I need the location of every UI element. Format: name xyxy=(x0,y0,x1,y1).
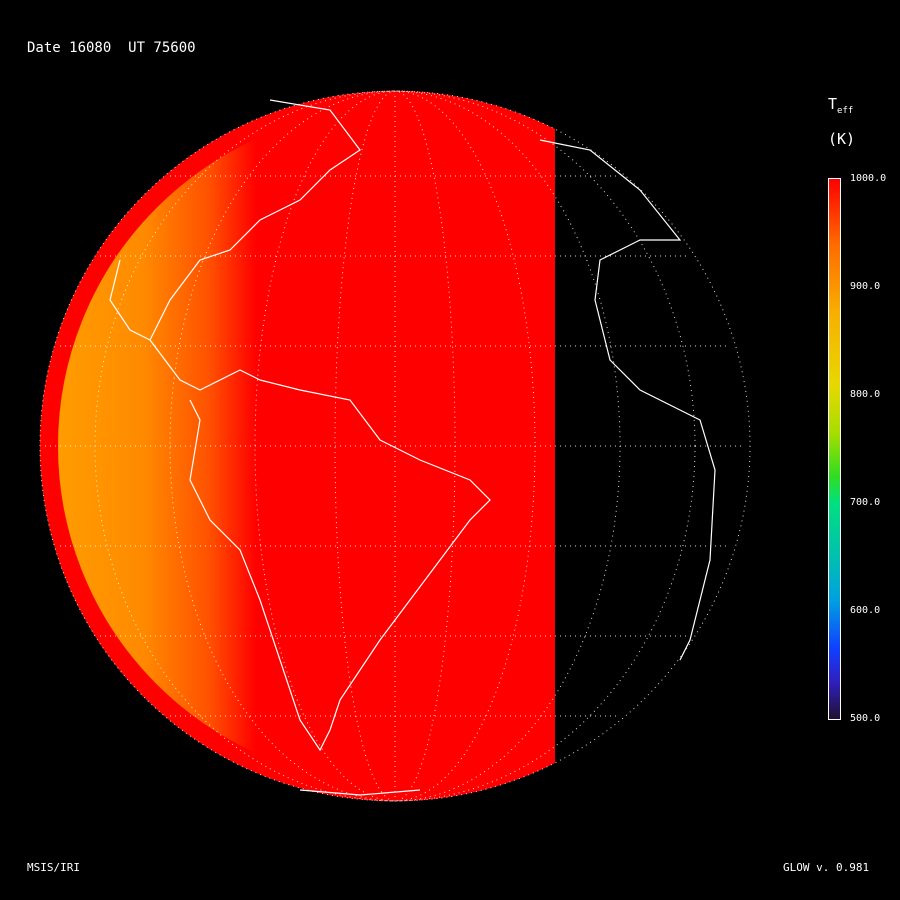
colorbar-title-main: T xyxy=(828,95,838,113)
model-label: MSIS/IRI xyxy=(27,861,80,874)
colorbar-tick: 1000.0 xyxy=(850,173,887,184)
colorbar xyxy=(828,178,841,720)
colorbar-title: Teff xyxy=(828,95,853,116)
colorbar-tick: 600.0 xyxy=(850,605,881,616)
version-label: GLOW v. 0.981 xyxy=(783,861,870,874)
graticule xyxy=(39,90,751,802)
dayside-field xyxy=(40,91,555,801)
coastlines xyxy=(109,99,716,796)
colorbar-tick: 500.0 xyxy=(850,713,881,724)
colorbar-tick: 800.0 xyxy=(850,389,881,400)
colorbar-unit: (K) xyxy=(828,130,856,148)
colorbar-tick: 900.0 xyxy=(850,281,881,292)
date-ut-title: Date 16080 UT 75600 xyxy=(27,40,196,56)
colorbar-tick: 700.0 xyxy=(850,497,881,508)
colorbar-title-sub: eff xyxy=(837,106,854,116)
